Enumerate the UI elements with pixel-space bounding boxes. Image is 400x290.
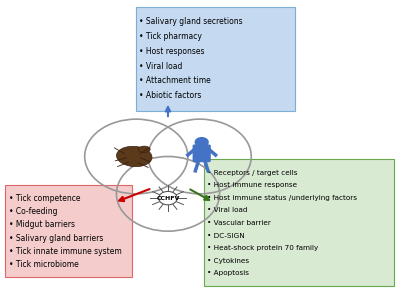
Text: • Heat-shock protein 70 family: • Heat-shock protein 70 family xyxy=(207,245,318,251)
Text: • Salivary gland secretions: • Salivary gland secretions xyxy=(140,17,243,26)
Text: CCHFV: CCHFV xyxy=(156,196,180,201)
FancyBboxPatch shape xyxy=(136,7,295,110)
FancyBboxPatch shape xyxy=(192,144,211,162)
Text: • Host responses: • Host responses xyxy=(140,47,205,56)
Text: • Cytokines: • Cytokines xyxy=(207,258,249,264)
Text: • Apoptosis: • Apoptosis xyxy=(207,270,249,276)
Text: • Tick competence: • Tick competence xyxy=(8,194,80,203)
Text: • Salivary gland barriers: • Salivary gland barriers xyxy=(8,233,103,242)
Text: • Host immune response: • Host immune response xyxy=(207,182,297,188)
Text: • Vascular barrier: • Vascular barrier xyxy=(207,220,271,226)
Ellipse shape xyxy=(138,146,150,153)
FancyBboxPatch shape xyxy=(204,160,394,286)
Text: • Receptors / target cells: • Receptors / target cells xyxy=(207,170,297,176)
Circle shape xyxy=(194,137,209,147)
Circle shape xyxy=(159,191,177,205)
Text: • DC-SIGN: • DC-SIGN xyxy=(207,233,244,239)
Text: • Viral load: • Viral load xyxy=(140,61,183,71)
Text: • Midgut barriers: • Midgut barriers xyxy=(8,220,74,229)
Text: • Tick pharmacy: • Tick pharmacy xyxy=(140,32,202,41)
Text: • Tick microbiome: • Tick microbiome xyxy=(8,260,78,269)
Text: • Tick innate immune system: • Tick innate immune system xyxy=(8,246,121,255)
Text: • Viral load: • Viral load xyxy=(207,207,247,213)
Text: • Abiotic factors: • Abiotic factors xyxy=(140,91,202,100)
FancyBboxPatch shape xyxy=(5,185,132,277)
Ellipse shape xyxy=(116,146,152,167)
Text: • Host immune status /underlying factors: • Host immune status /underlying factors xyxy=(207,195,357,201)
Text: • Co-feeding: • Co-feeding xyxy=(8,207,57,216)
Text: • Attachment time: • Attachment time xyxy=(140,77,211,86)
